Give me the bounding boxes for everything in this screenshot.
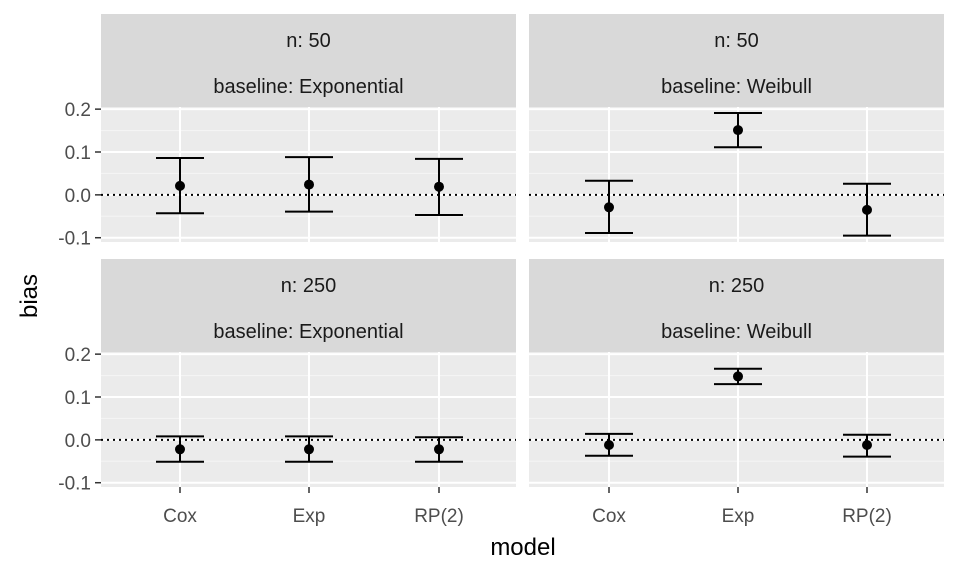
estimate-point: [304, 179, 314, 190]
errorbar-rp2: [843, 433, 891, 458]
estimate-point: [175, 180, 185, 191]
facet-strip: [101, 14, 516, 107]
estimate-point: [862, 204, 872, 215]
x-tick-label: RP(2): [842, 506, 892, 527]
x-tick-label: RP(2): [414, 506, 464, 527]
errorbar-rp2: [415, 157, 463, 216]
y-tick-label: 0.0: [65, 431, 91, 452]
strip-label-n: n: 250: [281, 275, 337, 297]
errorbar-cox: [156, 435, 204, 463]
axes-layer: -0.1 0.0 0.1 0.2 -0.1 0.0 0.1 0.2 Cox Exp RP(2) Cox…: [58, 100, 892, 527]
strip-label-n: n: 250: [709, 275, 765, 297]
y-tick-label: 0.1: [65, 388, 91, 409]
y-tick-label: 0.2: [65, 100, 91, 121]
facet-panel: n: 250 baseline: Weibull: [529, 259, 944, 487]
strip-label-baseline: baseline: Exponential: [213, 76, 403, 98]
x-tick-label: Cox: [592, 506, 626, 527]
errorbar-exp: [714, 112, 762, 149]
errorbar-cox: [156, 157, 204, 215]
x-tick-label: Exp: [722, 506, 755, 527]
x-axis-title: model: [490, 534, 555, 561]
estimate-point: [434, 444, 444, 455]
estimate-point: [175, 444, 185, 455]
strip-label-baseline: baseline: Exponential: [213, 321, 403, 343]
y-tick-label: 0.2: [65, 345, 91, 366]
facet-strip: [529, 259, 944, 352]
facet-strip: [101, 259, 516, 352]
estimate-point: [304, 444, 314, 455]
y-tick-label: 0.0: [65, 186, 91, 207]
strip-label-n: n: 50: [286, 30, 330, 52]
estimate-point: [604, 202, 614, 213]
estimate-point: [862, 440, 872, 450]
facet-panel: n: 50 baseline: Weibull: [529, 14, 944, 242]
errorbar-exp: [714, 367, 762, 386]
errorbar-cox: [585, 432, 633, 457]
strip-label-n: n: 50: [714, 30, 758, 52]
strip-label-baseline: baseline: Weibull: [661, 321, 812, 343]
y-tick-label: 0.1: [65, 143, 91, 164]
x-tick-label: Cox: [163, 506, 197, 527]
errorbar-cox: [585, 179, 633, 234]
errorbar-exp: [285, 435, 333, 463]
y-tick-label: -0.1: [58, 229, 91, 250]
estimate-point: [733, 371, 743, 382]
errorbar-exp: [285, 156, 333, 213]
y-tick-label: -0.1: [58, 474, 91, 495]
strip-label-baseline: baseline: Weibull: [661, 76, 812, 98]
facet-panel: n: 250 baseline: Exponential: [101, 259, 516, 487]
panels-layer: n: 50 baseline: Exponential n: 50 baseline:…: [101, 14, 944, 487]
estimate-point: [604, 440, 614, 450]
estimate-point: [434, 181, 444, 192]
errorbar-rp2: [415, 436, 463, 463]
estimate-point: [733, 125, 743, 136]
facet-strip: [529, 14, 944, 107]
facet-panel: n: 50 baseline: Exponential: [101, 14, 516, 242]
y-axis-title: bias: [16, 274, 43, 318]
x-tick-label: Exp: [293, 506, 326, 527]
errorbar-rp2: [843, 182, 891, 237]
